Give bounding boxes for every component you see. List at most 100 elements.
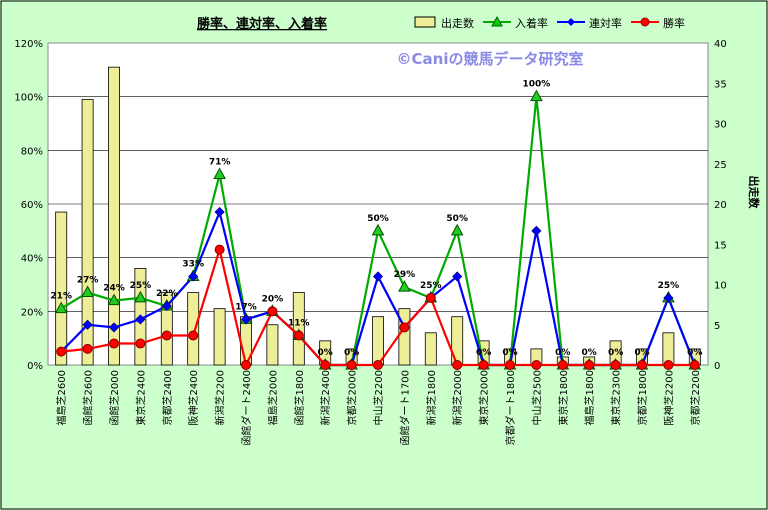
x-category-label: 新潟芝2200 xyxy=(214,370,227,425)
y-axis-left-ticks: 0% 20% 40% 60% 80% 100% 120% xyxy=(14,39,43,372)
x-category-label: 京都ダート1800 xyxy=(504,370,517,445)
data-label: 33% xyxy=(182,259,204,269)
diamond-marker xyxy=(188,271,199,282)
circle-marker xyxy=(109,338,119,349)
circle-marker xyxy=(610,360,621,370)
y-tick-label: 120% xyxy=(14,39,43,50)
legend-label-placed: 入着率 xyxy=(515,16,548,30)
circle-marker xyxy=(637,360,647,370)
x-category-label: 函館ダート1700 xyxy=(398,370,411,445)
data-label: 25% xyxy=(420,281,442,291)
x-category-label: 函館芝2600 xyxy=(82,370,95,425)
y-axis-right-title: 出走数 xyxy=(747,176,761,210)
x-category-label: 阪神芝2200 xyxy=(662,370,675,425)
y2-tick-label: 15 xyxy=(714,240,727,251)
x-category-label: 福島芝2600 xyxy=(55,370,68,425)
legend: 出走数 入着率 連対率 勝率 xyxy=(414,15,685,30)
legend-label-top2: 連対率 xyxy=(589,16,622,30)
data-label: 20% xyxy=(262,294,284,304)
circle-marker xyxy=(161,330,172,341)
x-category-label: 京都芝2200 xyxy=(689,370,702,425)
circle-marker xyxy=(663,360,674,370)
data-label: 21% xyxy=(50,292,72,302)
circle-marker xyxy=(188,330,199,341)
y2-tick-label: 20 xyxy=(714,200,727,211)
x-category-label: 函館芝1800 xyxy=(293,370,306,425)
x-category-label: 新潟芝2000 xyxy=(451,370,464,425)
data-label: 0% xyxy=(608,348,623,358)
legend-circle-icon xyxy=(640,17,650,27)
data-label: 0% xyxy=(555,348,570,358)
x-category-label: 中山芝2200 xyxy=(372,370,385,425)
circle-marker xyxy=(531,360,542,370)
data-label: 0% xyxy=(634,348,649,358)
watermark-text: ©Caniの競馬データ研究室 xyxy=(397,50,584,68)
circle-marker xyxy=(505,360,515,370)
bar xyxy=(187,292,200,366)
data-label: 24% xyxy=(103,284,125,294)
circle-marker xyxy=(82,343,93,354)
circle-marker xyxy=(135,338,146,349)
x-axis-categories: 福島芝2600 函館芝2600 函館芝2000 東京芝2400 京都芝2400 阪神芝24… xyxy=(55,370,702,445)
circle-marker xyxy=(320,360,331,370)
bar xyxy=(108,66,120,366)
bar xyxy=(266,324,279,366)
bar xyxy=(213,308,226,366)
triangle-marker xyxy=(530,89,543,102)
x-category-label: 京都芝1800 xyxy=(636,370,649,425)
x-category-label: 福島芝1800 xyxy=(583,370,596,425)
bar xyxy=(424,332,437,366)
x-category-label: 阪神芝2400 xyxy=(187,370,200,425)
data-label: 22% xyxy=(156,289,178,299)
x-category-label: 函館芝2000 xyxy=(108,370,121,425)
diamond-marker xyxy=(161,300,172,312)
data-label: 50% xyxy=(367,214,389,224)
y2-tick-label: 40 xyxy=(714,39,727,50)
x-category-label: 福島芝2000 xyxy=(266,370,279,425)
y2-tick-label: 10 xyxy=(714,281,727,292)
data-label: 0% xyxy=(502,348,517,358)
data-label: 0% xyxy=(476,348,491,358)
legend-diamond-icon xyxy=(567,18,575,26)
legend-swatch-starts xyxy=(414,16,436,28)
circle-marker xyxy=(346,360,357,370)
y-tick-label: 40% xyxy=(21,254,43,265)
data-label: 25% xyxy=(130,281,152,291)
data-label: 0% xyxy=(344,348,359,358)
legend-label-starts: 出走数 xyxy=(441,16,474,30)
diamond-marker xyxy=(240,314,252,325)
triangle-marker xyxy=(54,301,68,314)
diamond-marker xyxy=(214,206,225,218)
data-label: 17% xyxy=(235,302,257,312)
y-axis-right-ticks: 0 5 10 15 20 25 30 35 40 xyxy=(714,39,727,372)
diamond-marker xyxy=(663,292,674,303)
circle-marker xyxy=(478,360,489,370)
legend-label-win: 勝率 xyxy=(663,16,685,30)
diamond-marker xyxy=(108,322,120,333)
diamond-marker xyxy=(452,271,463,282)
data-label: 11% xyxy=(288,318,310,328)
y2-tick-label: 30 xyxy=(714,120,727,131)
y-tick-label: 100% xyxy=(14,93,43,104)
data-label: 71% xyxy=(209,157,231,167)
circle-marker xyxy=(56,346,67,357)
data-label: 0% xyxy=(582,348,597,358)
bar xyxy=(81,98,94,366)
bar xyxy=(55,211,68,366)
triangle-marker xyxy=(398,280,411,292)
data-label: 100% xyxy=(522,80,550,90)
x-category-label: 中山芝2500 xyxy=(530,370,543,425)
circle-marker xyxy=(293,330,304,341)
circle-marker xyxy=(557,360,568,370)
data-label: 25% xyxy=(658,281,680,291)
circle-marker xyxy=(689,360,700,370)
circle-marker xyxy=(584,360,595,370)
chart-title: 勝率、連対率、入着率 xyxy=(197,16,327,32)
circle-marker xyxy=(452,360,463,370)
y2-tick-label: 5 xyxy=(714,321,720,332)
data-label: 50% xyxy=(446,214,468,224)
x-category-label: 京都芝2400 xyxy=(161,370,174,425)
circle-marker xyxy=(399,322,410,333)
x-category-label: 新潟芝1800 xyxy=(425,370,438,425)
x-category-label: 函館ダート2400 xyxy=(240,370,253,445)
